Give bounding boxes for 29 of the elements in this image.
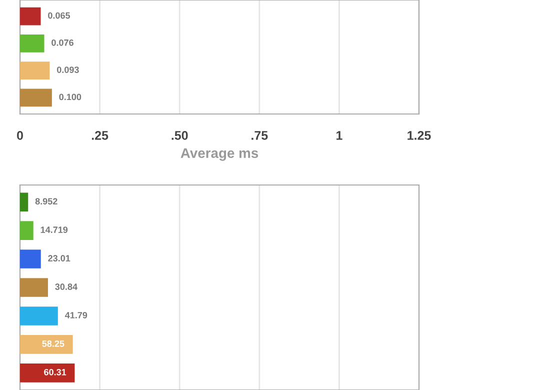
bar	[20, 306, 58, 326]
bar	[20, 250, 41, 268]
data-label: 0.100	[59, 94, 82, 100]
bar	[20, 364, 75, 382]
x-axis-title: Average ms	[180, 148, 258, 161]
bar	[20, 192, 28, 212]
data-label: 0.093	[56, 66, 79, 74]
data-label: 8.952	[35, 198, 58, 205]
x-tick-label: .50	[172, 130, 188, 140]
bar	[20, 335, 73, 354]
data-label: 23.01	[48, 255, 70, 262]
x-tick-label: 1.25	[408, 130, 431, 140]
data-label: 0.076	[52, 39, 74, 46]
x-tick-label: .25	[92, 130, 108, 140]
bar	[20, 88, 52, 107]
bar	[20, 221, 34, 240]
x-tick-label: 1	[336, 131, 342, 140]
data-label: 30.84	[55, 284, 78, 290]
data-label: 0.065	[48, 12, 70, 19]
bar	[20, 62, 50, 80]
x-tick-label: 0	[17, 130, 23, 140]
bar	[20, 34, 44, 52]
x-tick-label: .75	[252, 131, 268, 140]
data-label: 58.25	[42, 340, 64, 347]
data-label: 60.31	[44, 368, 66, 376]
data-label: 41.79	[64, 312, 88, 318]
data-label: 14.719	[40, 226, 68, 233]
bar	[20, 278, 48, 297]
bar	[20, 7, 41, 26]
